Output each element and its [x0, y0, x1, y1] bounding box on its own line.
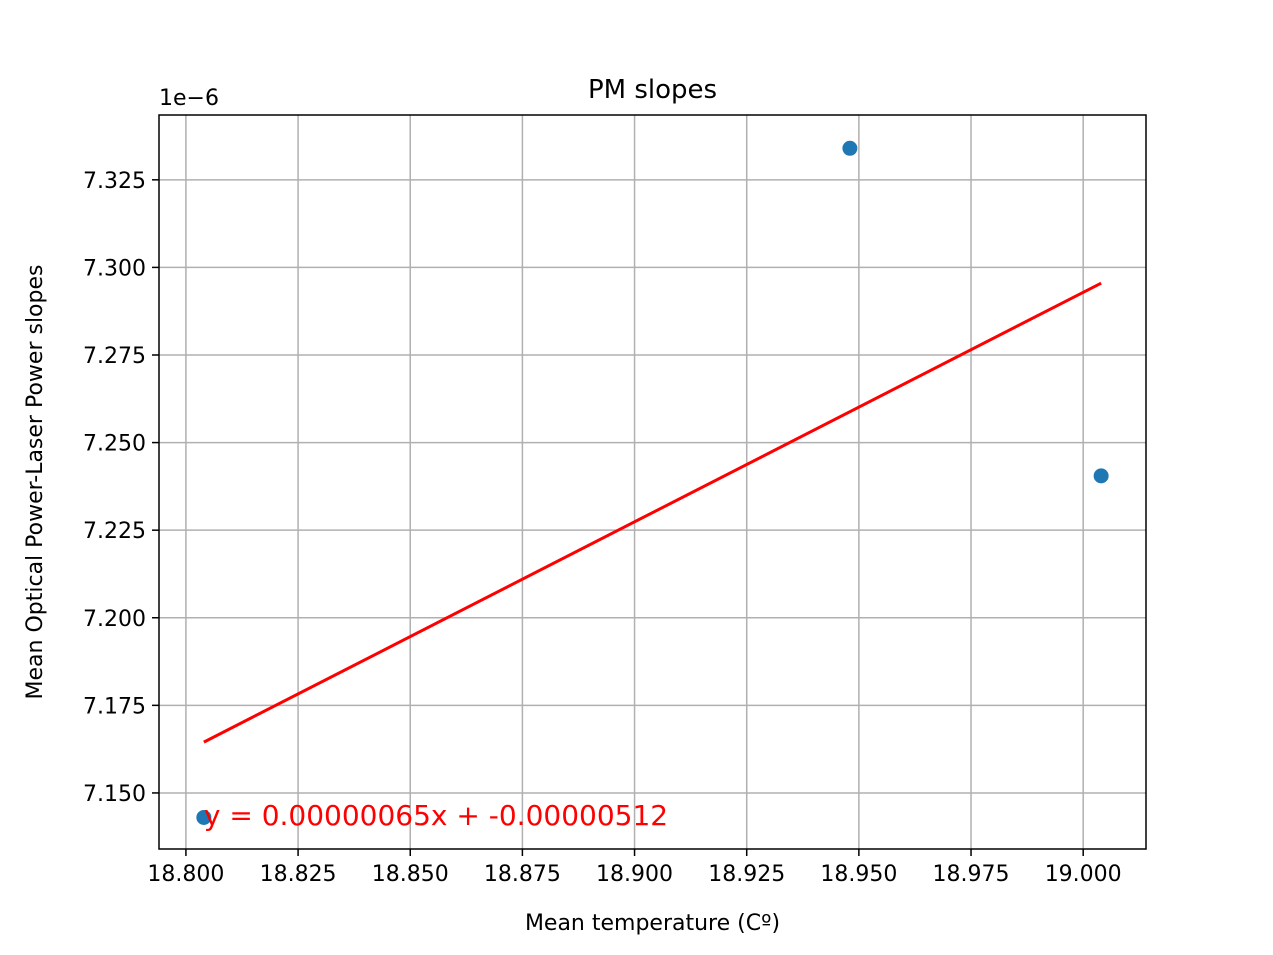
- fit-line: [203, 281, 1102, 744]
- x-axis-label: Mean temperature (Cº): [525, 911, 780, 936]
- y-tick-label: 7.275: [83, 344, 146, 369]
- y-axis-label: Mean Optical Power-Laser Power slopes: [23, 265, 48, 700]
- x-tick-label: 18.900: [596, 862, 673, 887]
- data-point: [842, 140, 858, 156]
- y-tick-label: 7.300: [83, 256, 146, 281]
- y-offset-label: 1e−6: [159, 86, 219, 111]
- y-tick-label: 7.175: [83, 694, 146, 719]
- data-points: [196, 140, 1109, 825]
- y-tick-label: 7.200: [83, 607, 146, 632]
- fit-equation-annotation: y = 0.00000065x + -0.00000512: [204, 799, 668, 832]
- data-point: [196, 809, 212, 825]
- y-tick-label: 7.150: [83, 782, 146, 807]
- x-tick-label: 19.000: [1045, 862, 1122, 887]
- x-tick-label: 18.850: [372, 862, 449, 887]
- grid-lines: [159, 115, 1146, 849]
- x-tick-label: 18.975: [933, 862, 1010, 887]
- chart-title: PM slopes: [588, 75, 717, 105]
- x-tick-label: 18.800: [147, 862, 224, 887]
- y-tick-label: 7.225: [83, 519, 146, 544]
- x-tick-label: 18.875: [484, 862, 561, 887]
- x-tick-label: 18.950: [820, 862, 897, 887]
- plot-frame: [158, 114, 1147, 850]
- y-tick-label: 7.250: [83, 432, 146, 457]
- x-tick-label: 18.825: [260, 862, 337, 887]
- x-tick-label: 18.925: [708, 862, 785, 887]
- y-tick-label: 7.325: [83, 169, 146, 194]
- fit-line-layer: [203, 281, 1102, 744]
- axis-ticks: 18.800 18.825 18.850 18.875 18.900 18.925 18.9…: [83, 169, 1122, 887]
- data-point: [1093, 468, 1109, 484]
